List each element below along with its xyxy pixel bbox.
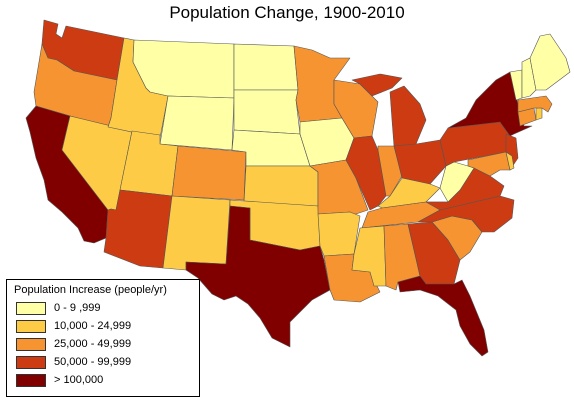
legend-swatch-4 (16, 374, 46, 387)
legend-label-2: 25,000 - 49,999 (54, 338, 132, 350)
legend-swatch-3 (16, 356, 46, 369)
state-massachusetts (517, 95, 553, 113)
state-iowa (299, 117, 355, 167)
state-michigan (351, 73, 427, 147)
state-rhode-island (535, 107, 543, 121)
state-wyoming (159, 95, 235, 151)
state-texas (185, 205, 331, 348)
state-florida (397, 275, 489, 357)
state-maine (529, 33, 571, 91)
map-title: Population Change, 1900-2010 (169, 3, 405, 22)
state-south-dakota (233, 89, 301, 135)
legend-label-3: 50,000 - 99,999 (54, 356, 132, 368)
legend-label-0: 0 - 9 ,999 (54, 302, 101, 314)
legend-swatch-0 (16, 302, 46, 315)
state-delaware (505, 151, 515, 171)
legend-title: Population Increase (people/yr) (14, 284, 167, 296)
legend-swatch-2 (16, 338, 46, 351)
state-colorado (171, 145, 247, 201)
legend-label-1: 10,000 - 24,999 (54, 320, 132, 332)
state-kansas (243, 165, 319, 207)
state-ohio (393, 139, 447, 185)
state-montana (132, 39, 235, 99)
state-arkansas (317, 211, 361, 257)
legend-label-4: > 100,000 (54, 374, 104, 386)
state-new-mexico (162, 195, 231, 271)
legend: Population Increase (people/yr) 0 - 9 ,9… (6, 279, 200, 397)
state-new-hampshire (521, 57, 537, 99)
state-north-dakota (233, 43, 299, 91)
legend-swatch-1 (16, 320, 46, 333)
